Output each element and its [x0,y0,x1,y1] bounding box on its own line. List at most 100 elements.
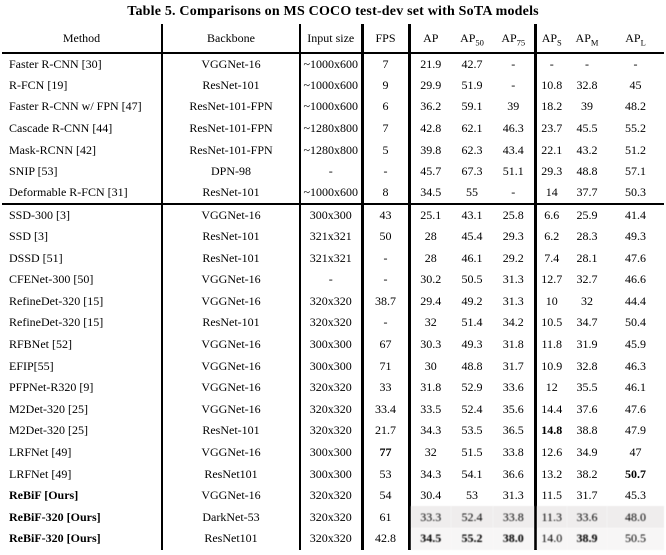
table-cell-fps: 5 [362,139,411,161]
table-cell-apm: 31.9 [576,337,598,352]
table-cell-ap50: 62.1 [461,121,483,136]
table-row: M2Det-320 [25] ResNet-101 320x320 21.7 34.3 5… [2,420,664,442]
table-header: Method Backbone Input size FPS AP AP50 AP75 APS… [2,24,664,54]
table-cell-apm: - [585,56,589,71]
table-cell-apm: 38.2 [576,466,598,481]
table-cell-apl: 46.1 [625,380,646,395]
table-cell-apl: 50.7 [625,466,646,481]
table-cell-apl: 50.4 [625,315,646,330]
table-cell-ap50: 53 [466,488,478,503]
table-cell-backbone: VGGNet-16 [162,484,301,507]
table-cell-apm: 48.8 [576,164,598,179]
table-cell-method: DSSD [51] [2,247,163,269]
table-cell-ap75: 36.6 [493,463,537,485]
table-cell-input: 320x320 [300,376,364,399]
table-cell-input: 300x300 [300,204,364,226]
table-cell-aps: 10 [545,293,558,308]
table-cell-apm: 33.6 [567,506,607,529]
table-cell-backbone: ResNet-101-FPN [162,96,301,118]
table-row: SNIP [53] DPN-98- -45.7 67.3 51.1 29.3 48.8 57.… [2,160,664,183]
table-cell-ap75: 31.3 [493,484,537,507]
column-header-aps: APS [535,24,567,54]
table-cell-ap50: 51.5 [461,444,483,459]
table-cell-apm: 32.7 [576,272,598,287]
table-cell-method: PFPNet-R320 [9] [2,376,163,399]
table-cell-aps: 11.8 [541,337,563,352]
table-cell-ap: 33.5 [420,401,442,416]
table-cell-backbone: ResNet-101 [162,312,301,334]
table-cell-ap50: 54.1 [461,466,483,481]
table-cell-backbone: ResNet-101 [162,247,301,269]
table-cell-ap50: 52.4 [451,506,493,529]
table-cell-apm: 35.5 [576,380,598,395]
table-cell-apl: 57.1 [625,164,646,179]
table-cell-apl: 45.9 [625,337,646,352]
table-cell-ap75: 31.8 [493,333,537,356]
table-cell-aps: 14.0 [535,528,567,550]
table-cell-apm: 39 [581,99,593,114]
table-cell-apl: 44.4 [625,293,646,308]
column-header-ap50: AP50 [451,24,493,54]
table-cell-backbone: ResNet-101-FPN [162,117,301,140]
table-row: Faster R-CNN [30] VGGNet-16 ~1000x600 7 21.9… [2,53,664,75]
table-cell-input: 321x321 [300,247,364,269]
table-cell-method: CFENet-300 [50] [2,268,163,291]
table-cell-aps: 10.8 [541,77,563,92]
table-cell-backbone: ResNet-101 [162,420,301,442]
table-cell-aps: 14.8 [541,423,563,438]
table-cell-apl: 48.2 [625,99,646,114]
table-cell-input: 321x321 [300,225,364,248]
table-cell-ap75: 36.5 [493,420,537,442]
table-cell-method: Cascade R-CNN [44] [2,117,163,140]
table-cell-backbone: VGGNet-16 [162,441,301,464]
table-cell-fps: 21.7 [362,420,411,442]
table-cell-ap75: - [493,182,537,206]
column-header-method: Method [2,24,163,54]
table-cell-ap75: - [493,53,537,75]
table-cell-method: LRFNet [49] [2,463,163,485]
table-cell-input: 300x300 [300,463,364,485]
table-cell-method: RFBNet [52] [2,333,163,356]
table-cell-fps: 6 [362,96,411,118]
table-cell-aps: 13.2 [541,466,563,481]
table-cell-fps: 53 [362,463,411,485]
column-header-input: Input size [300,24,364,54]
table-cell-backbone: ResNet101 [162,463,301,485]
header-row: Method Backbone Input size FPS AP AP50 AP75 APS… [2,24,664,54]
table-row: SSD [3] ResNet-101 321x321 50 28 45.4 29.3 6.2 2… [2,225,664,248]
table-cell-ap75: 25.8 [493,204,537,226]
table-cell-fps: 33.4 [362,398,411,421]
table-cell-input: ~1280x800 [300,117,364,140]
table-cell-apm: 32 [581,293,593,308]
table-cell-ap75: - [493,74,537,97]
table-cell-fps: - [362,268,411,291]
table-cell-backbone: ResNet-101 [162,74,301,97]
table-cell-fps: 38.7 [362,290,411,313]
table-cell-ap75: 33.6 [493,376,537,399]
table-row: DSSD [51] ResNet-101 321x321-28 46.1 29.2 7.4… [2,247,664,269]
table-cell-ap50: 49.2 [461,293,483,308]
table-cell-ap: 30.2 [420,272,442,287]
table-cell-backbone: ResNet101 [162,528,301,550]
table-cell-ap75: 29.2 [493,247,537,269]
table-cell-aps: 14.4 [541,401,563,416]
table-cell-fps: - [362,160,411,183]
column-header-ap: AP [409,24,451,54]
table-cell-ap: 34.5 [409,528,451,550]
table-cell-ap: 32 [424,315,437,330]
table-cell-ap: 30.4 [420,488,442,503]
table-cell-apm: 43.2 [576,142,598,157]
table-cell-method: ReBiF-320 [Ours] [2,506,163,529]
table-row: ReBiF-320 [Ours] ResNet101 320x320 42.8 34.5… [2,528,664,550]
table-cell-apm: 38.9 [567,528,607,550]
table-cell-method: LRFNet [49] [2,441,163,464]
column-header-backbone: Backbone [162,24,301,54]
table-cell-ap50: 51.9 [461,77,483,92]
table-cell-method: RefineDet-320 [15] [2,290,163,313]
table-cell-input: 300x300 [300,333,364,356]
table-row: LRFNet [49] ResNet101 300x300 53 34.3 54.1 36.… [2,463,664,485]
table-row: PFPNet-R320 [9] VGGNet-16 320x320 33 31.8 52.… [2,376,664,399]
table-cell-aps: 6.2 [544,229,560,244]
table-cell-ap: 28 [424,229,437,244]
table-cell-ap75: 31.7 [493,355,537,377]
